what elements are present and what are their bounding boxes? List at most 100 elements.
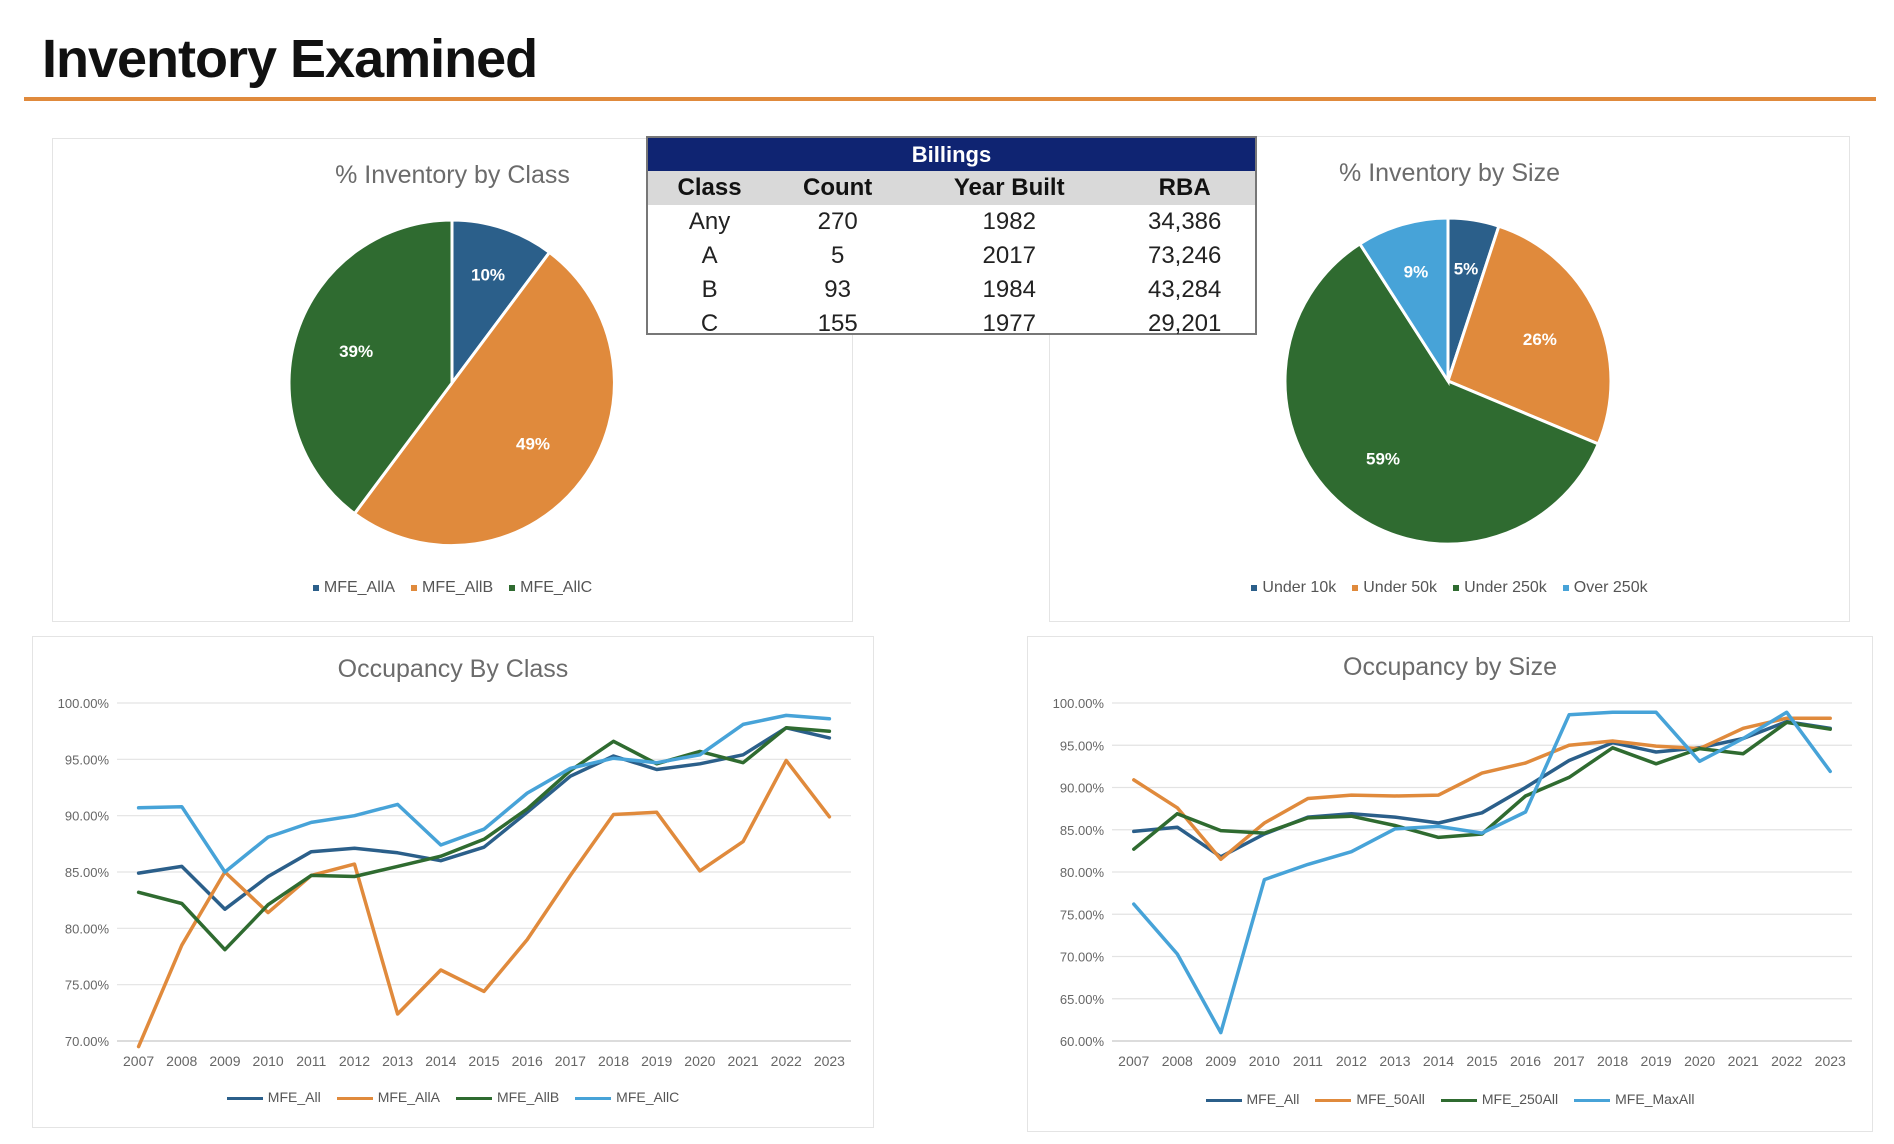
x-tick-label: 2016 bbox=[512, 1053, 543, 1069]
page-title: Inventory Examined bbox=[42, 29, 538, 89]
legend-swatch bbox=[226, 1096, 263, 1100]
legend-swatch bbox=[1574, 1098, 1611, 1102]
legend-label: MFE_All bbox=[267, 1089, 321, 1105]
x-tick-label: 2018 bbox=[1597, 1053, 1628, 1069]
legend-swatch bbox=[1453, 584, 1460, 591]
x-tick-label: 2020 bbox=[1684, 1053, 1715, 1069]
pie-slice-mfe-allb bbox=[352, 250, 616, 548]
x-tick-label: 2019 bbox=[641, 1053, 672, 1069]
x-tick-label: 2007 bbox=[1118, 1053, 1149, 1069]
x-tick-label: 2021 bbox=[1728, 1053, 1759, 1069]
y-tick-label: 100.00% bbox=[1053, 696, 1105, 711]
y-tick-label: 75.00% bbox=[65, 978, 110, 993]
col-header-year-built: Year Built bbox=[904, 171, 1115, 205]
legend-item-under-10k: Under 10k bbox=[1251, 579, 1336, 597]
chart-legend: Under 10k Under 50k Under 250k Over 250k bbox=[1050, 579, 1849, 597]
y-tick-label: 75.00% bbox=[1060, 907, 1105, 922]
chart-title: Occupancy by Size bbox=[1343, 653, 1557, 681]
data-label: 5% bbox=[1454, 259, 1479, 278]
x-tick-label: 2012 bbox=[339, 1053, 370, 1069]
cell-count: 5 bbox=[830, 242, 845, 269]
x-tick-label: 2011 bbox=[1293, 1053, 1323, 1069]
y-tick-label: 90.00% bbox=[1060, 781, 1105, 796]
legend-swatch bbox=[575, 1096, 612, 1100]
data-label: 26% bbox=[1523, 330, 1557, 349]
legend-item-mfe-alla: MFE_AllA bbox=[312, 579, 395, 597]
pie-slice-over-250k bbox=[1357, 216, 1450, 387]
x-tick-label: 2016 bbox=[1510, 1053, 1541, 1069]
y-tick-label: 85.00% bbox=[1060, 823, 1105, 838]
x-tick-label: 2017 bbox=[555, 1053, 586, 1069]
y-tick-label: 100.00% bbox=[58, 696, 110, 711]
table-row: B 93 1984 43,284 bbox=[648, 273, 1255, 307]
x-tick-label: 2008 bbox=[1162, 1053, 1193, 1069]
series-line-mfe-allb bbox=[136, 726, 832, 952]
legend-item-mfe-maxall: MFE_MaxAll bbox=[1574, 1091, 1695, 1107]
legend-item-under-250k: Under 250k bbox=[1453, 579, 1547, 597]
legend-item-over-250k: Over 250k bbox=[1562, 579, 1648, 597]
data-label: 39% bbox=[339, 342, 373, 361]
table-row: Any 270 1982 34,386 bbox=[648, 205, 1255, 239]
pie-slice-under-50k bbox=[1446, 224, 1613, 446]
series-line-mfe-all bbox=[1132, 719, 1832, 859]
col-header-rba: RBA bbox=[1114, 171, 1255, 205]
series-line-mfe-all bbox=[136, 726, 832, 911]
legend-swatch bbox=[509, 584, 516, 591]
legend-swatch bbox=[455, 1096, 492, 1100]
legend-label: MFE_50All bbox=[1356, 1091, 1425, 1107]
x-tick-label: 2013 bbox=[1379, 1053, 1410, 1069]
legend-label: Under 50k bbox=[1363, 579, 1438, 596]
x-tick-label: 2020 bbox=[684, 1053, 715, 1069]
legend-item-mfe-250all: MFE_250All bbox=[1440, 1091, 1558, 1107]
table-row: C 155 1977 29,201 bbox=[648, 307, 1255, 341]
legend-label: MFE_AllC bbox=[616, 1089, 680, 1105]
legend-swatch bbox=[1440, 1098, 1477, 1102]
x-tick-label: 2018 bbox=[598, 1053, 629, 1069]
legend-swatch bbox=[1352, 584, 1359, 591]
y-tick-label: 90.00% bbox=[65, 809, 110, 824]
cell-count: 93 bbox=[824, 276, 851, 303]
legend-item-under-50k: Under 50k bbox=[1352, 579, 1437, 597]
legend-item-mfe-allb: MFE_AllB bbox=[455, 1089, 559, 1105]
pie-slice-under-250k bbox=[1283, 241, 1601, 546]
x-tick-label: 2009 bbox=[1205, 1053, 1236, 1069]
legend-swatch bbox=[1562, 584, 1569, 591]
legend-label: MFE_MaxAll bbox=[1615, 1091, 1695, 1107]
y-tick-label: 65.00% bbox=[1060, 992, 1105, 1007]
y-tick-label: 80.00% bbox=[65, 921, 110, 936]
cell-year-built: 1977 bbox=[982, 310, 1036, 337]
chart-legend: MFE_All MFE_50All MFE_250All MFE_MaxAll bbox=[1028, 1091, 1872, 1109]
title-rule bbox=[24, 97, 1876, 101]
cell-year-built: 2017 bbox=[982, 242, 1036, 269]
inventory-by-class-pie: 10% 49% 39% bbox=[287, 218, 616, 548]
data-label: 10% bbox=[471, 266, 505, 285]
x-tick-label: 2008 bbox=[166, 1053, 197, 1069]
x-tick-label: 2014 bbox=[1423, 1053, 1454, 1069]
series-line-mfe-alla bbox=[136, 758, 832, 1049]
pie-slice-mfe-allc bbox=[287, 218, 454, 516]
y-tick-label: 95.00% bbox=[65, 752, 110, 767]
cell-rba: 34,386 bbox=[1147, 208, 1222, 235]
legend-swatch bbox=[312, 584, 319, 591]
cell-year-built: 1984 bbox=[982, 276, 1036, 303]
data-label: 59% bbox=[1366, 449, 1400, 468]
legend-item-mfe-alla: MFE_AllA bbox=[336, 1089, 440, 1105]
legend-item-mfe-50all: MFE_50All bbox=[1315, 1091, 1425, 1107]
legend-label: MFE_AllA bbox=[377, 1089, 440, 1105]
y-tick-label: 80.00% bbox=[1060, 865, 1105, 880]
x-tick-label: 2022 bbox=[1771, 1053, 1802, 1069]
y-tick-label: 85.00% bbox=[65, 865, 110, 880]
occupancy-by-size-line-chart: 60.00% 65.00% 70.00% 75.00% 80.00% 85.00% 90.0… bbox=[1053, 696, 1852, 1069]
chart-legend: MFE_All MFE_AllA MFE_AllB MFE_AllC bbox=[33, 1089, 873, 1107]
series-line-mfe-50all bbox=[1132, 716, 1832, 862]
legend-label: Under 250k bbox=[1464, 579, 1547, 596]
legend-swatch bbox=[1315, 1098, 1352, 1102]
cell-rba: 29,201 bbox=[1147, 310, 1222, 337]
legend-item-mfe-allc: MFE_AllC bbox=[509, 579, 592, 597]
cell-count: 155 bbox=[817, 310, 858, 337]
legend-item-mfe-allc: MFE_AllC bbox=[575, 1089, 679, 1105]
legend-item-mfe-all: MFE_All bbox=[226, 1089, 321, 1105]
legend-swatch bbox=[1205, 1098, 1242, 1102]
billings-caption: Billings bbox=[648, 138, 1255, 171]
y-tick-label: 60.00% bbox=[1060, 1034, 1105, 1049]
